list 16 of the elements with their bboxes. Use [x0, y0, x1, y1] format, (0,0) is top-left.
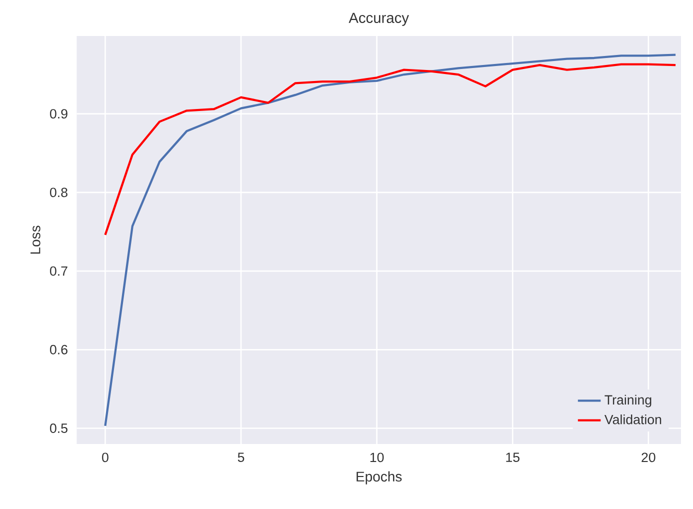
x-tick-label: 10 [370, 452, 384, 462]
y-tick-label: 0.7 [50, 266, 68, 276]
y-axis-title: Loss [30, 226, 40, 254]
x-tick-label: 5 [238, 452, 244, 462]
legend-label: Validation [604, 414, 662, 424]
legend-label: Training [604, 394, 652, 408]
y-tick-label: 0.9 [50, 109, 68, 119]
y-tick-label: 0.5 [50, 424, 68, 433]
x-tick-label: 20 [642, 452, 656, 462]
x-tick-label: 0 [102, 452, 108, 462]
x-axis-title: Epochs [356, 471, 402, 484]
y-tick-label: 0.6 [50, 344, 68, 354]
chart-title: Accuracy [348, 12, 409, 26]
y-tick-label: 0.8 [50, 188, 68, 198]
x-tick-label: 15 [506, 452, 520, 462]
line-series [104, 63, 677, 236]
